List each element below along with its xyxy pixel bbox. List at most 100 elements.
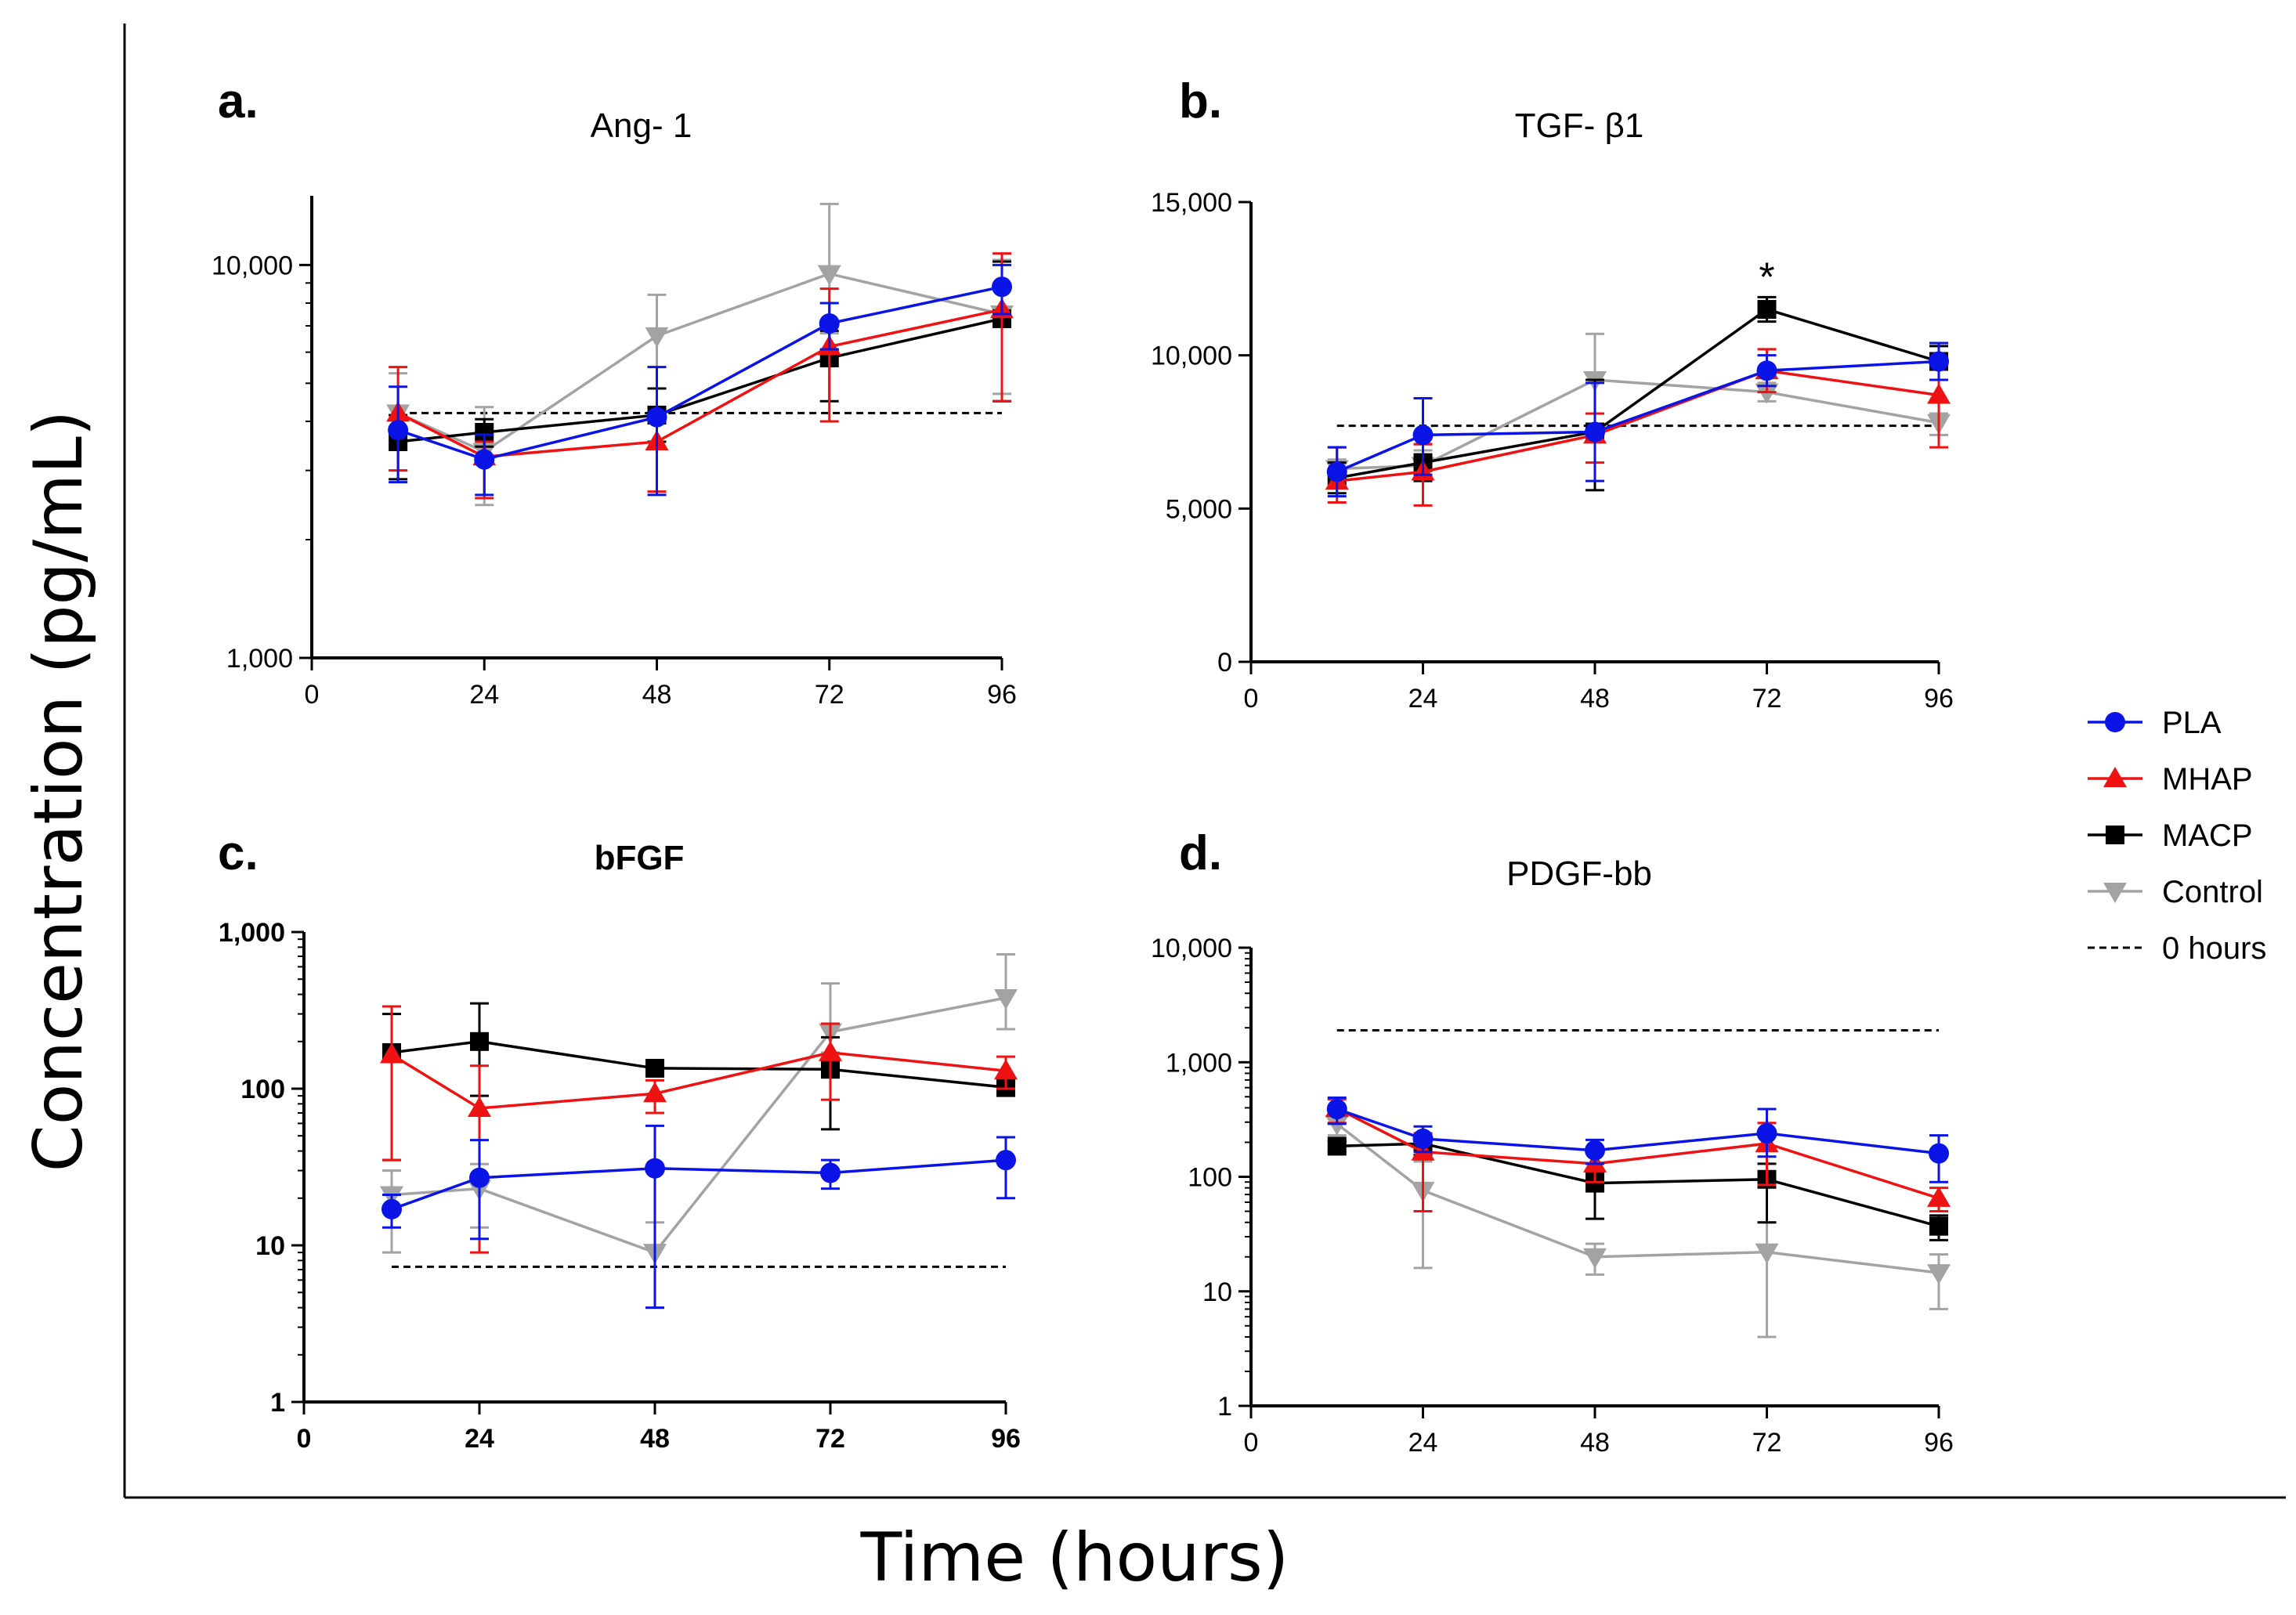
y-tick-label: 1,000 <box>219 918 285 948</box>
x-tick-label: 72 <box>1752 684 1782 714</box>
panel-c-title: bFGF <box>595 839 685 877</box>
data-point <box>645 1158 665 1179</box>
y-tick-label: 10,000 <box>212 251 293 280</box>
legend-swatch-marker <box>2105 712 2125 732</box>
series-line <box>391 1051 1007 1110</box>
y-tick-label: 0 <box>1217 648 1232 677</box>
x-tick-label: 48 <box>640 1424 670 1454</box>
panel-d: d. PDGF-bb 0 24 48 72 96 1 10 100 1,000 10,000 <box>1151 826 1954 1458</box>
data-point <box>474 449 495 470</box>
legend-item-0-hours: 0 hours <box>2088 931 2266 966</box>
series-pla <box>1326 1097 1949 1183</box>
legend-swatch-marker <box>2106 826 2124 844</box>
data-point <box>1927 1186 1951 1207</box>
panel-a-letter: a. <box>218 74 259 128</box>
x-axis-label: Time (hours) <box>860 1519 1289 1597</box>
y-tick-label: 1,000 <box>226 644 293 674</box>
series-control <box>380 953 1018 1310</box>
data-point <box>1325 1115 1349 1136</box>
x-tick-label: 24 <box>1408 1428 1438 1458</box>
x-tick-label: 96 <box>987 680 1017 710</box>
y-tick-label: 10,000 <box>1151 934 1232 963</box>
series-macp <box>1327 295 1948 495</box>
data-point <box>1927 1264 1951 1285</box>
x-tick-label: 24 <box>465 1424 494 1454</box>
data-point <box>388 420 409 441</box>
y-tick-label: 10 <box>255 1231 285 1261</box>
panel-c: c. bFGF 0 24 48 72 96 1 10 100 1,000 <box>218 826 1021 1454</box>
series-pla <box>381 1124 1016 1310</box>
data-point <box>1326 461 1347 482</box>
panel-d-letter: d. <box>1179 826 1222 880</box>
legend-item-mhap: MHAP <box>2088 762 2253 797</box>
data-point <box>1757 299 1777 319</box>
data-point <box>1755 383 1779 404</box>
legend-item-control: Control <box>2088 875 2263 909</box>
y-tick-label: 100 <box>240 1075 285 1104</box>
x-tick-label: 72 <box>815 1424 845 1454</box>
x-tick-label: 96 <box>1924 684 1954 714</box>
data-point <box>1585 421 1605 443</box>
data-point <box>819 313 840 334</box>
data-point <box>646 406 667 428</box>
panel-b-title: TGF- β1 <box>1515 107 1644 145</box>
data-point <box>469 1167 490 1188</box>
data-point <box>1412 425 1434 446</box>
x-tick-label: 0 <box>1244 684 1259 714</box>
legend-label: PLA <box>2162 706 2222 740</box>
data-point <box>1327 1136 1347 1156</box>
data-point <box>1927 383 1951 404</box>
data-point <box>1756 1122 1777 1144</box>
data-point <box>1326 1099 1347 1120</box>
data-point <box>996 1150 1016 1171</box>
panel-b: b. TGF- β1 0 24 48 72 96 0 5,000 10,000 15,000 * <box>1151 74 1954 714</box>
y-tick-label: 5,000 <box>1166 494 1232 524</box>
x-tick-label: 96 <box>1924 1428 1954 1458</box>
panel-a: a. Ang- 1 0 24 48 72 96 1,000 10,000 <box>212 74 1017 710</box>
x-tick-label: 48 <box>642 680 672 710</box>
x-tick-label: 72 <box>1752 1428 1782 1458</box>
legend-label: MACP <box>2162 818 2253 853</box>
data-point <box>1412 1128 1434 1149</box>
data-point <box>380 1042 403 1064</box>
data-point <box>643 1082 667 1103</box>
y-tick-label: 10,000 <box>1151 341 1232 371</box>
y-axis-label: Concentration (pg/mL) <box>20 410 98 1172</box>
y-tick-label: 1 <box>1217 1392 1232 1422</box>
data-point <box>381 1198 402 1219</box>
legend-label: MHAP <box>2162 762 2253 797</box>
y-tick-label: 100 <box>1188 1163 1232 1193</box>
data-point <box>1585 1140 1605 1161</box>
series-line <box>1336 308 1940 479</box>
x-tick-label: 24 <box>1408 684 1438 714</box>
legend-item-macp: MACP <box>2088 818 2253 853</box>
data-point <box>645 1058 664 1078</box>
series-control <box>1325 1113 1951 1339</box>
data-point <box>1929 1216 1948 1236</box>
legend-label: Control <box>2162 875 2263 909</box>
data-point <box>645 327 669 348</box>
y-tick-label: 1 <box>270 1388 285 1418</box>
y-tick-label: 10 <box>1202 1277 1232 1307</box>
data-point <box>1929 1143 1949 1164</box>
data-point <box>819 1040 842 1061</box>
x-tick-label: 0 <box>1244 1428 1259 1458</box>
series-macp <box>382 1002 1015 1162</box>
x-tick-label: 48 <box>1580 684 1610 714</box>
data-point <box>992 276 1012 298</box>
series-pla <box>1326 341 1949 498</box>
data-point <box>994 1059 1018 1080</box>
data-point <box>468 1096 491 1117</box>
x-tick-label: 72 <box>815 680 844 710</box>
y-tick-label: 1,000 <box>1166 1048 1232 1078</box>
legend: PLA MHAP MACP Control 0 hours <box>2088 706 2266 966</box>
legend-item-pla: PLA <box>2088 706 2222 740</box>
data-point <box>1583 1248 1607 1269</box>
x-tick-label: 24 <box>469 680 499 710</box>
panel-c-letter: c. <box>218 826 259 880</box>
data-point <box>1929 351 1949 372</box>
x-tick-label: 48 <box>1580 1428 1610 1458</box>
x-tick-label: 96 <box>991 1424 1021 1454</box>
legend-label: 0 hours <box>2162 931 2266 966</box>
